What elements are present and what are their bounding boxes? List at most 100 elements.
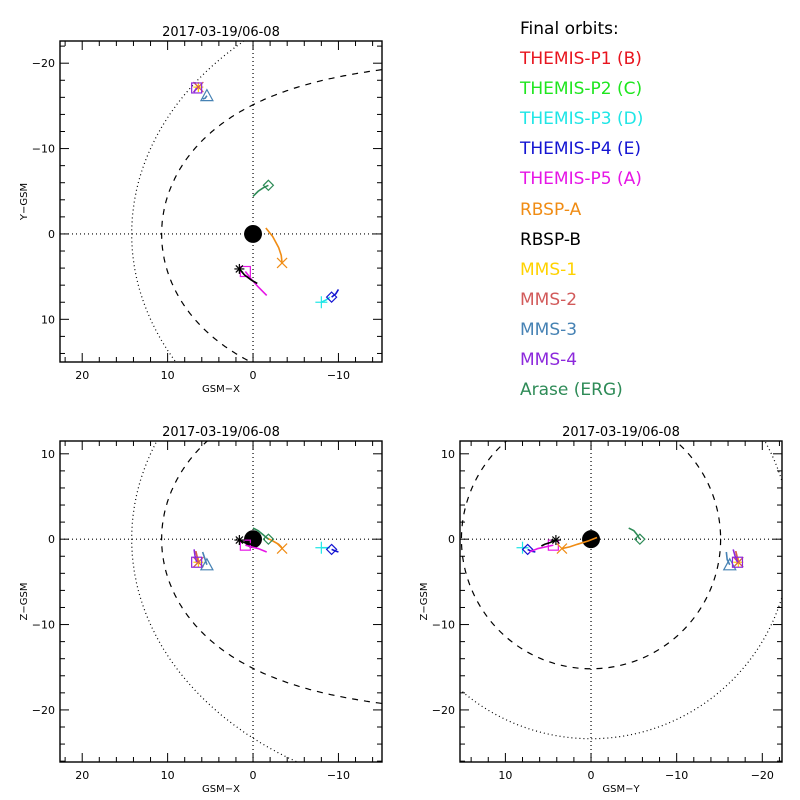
orbit-trail — [239, 539, 258, 547]
y-tick-label: −20 — [32, 57, 55, 70]
magnetopause-curve — [161, 441, 382, 705]
marker-x — [276, 257, 288, 269]
marker-square — [731, 556, 744, 568]
magnetopause-curve — [161, 69, 382, 362]
orbit-trail — [252, 184, 269, 197]
marker-asterisk — [234, 263, 245, 274]
orbit-trail — [732, 549, 739, 563]
panel-xy: 20 10 0 −10 −20 −10 0 10 2017-03-19/06-08 GSM−X Y−… — [19, 25, 383, 395]
earth — [244, 224, 262, 243]
panel-title: 2017-03-19/06-08 — [562, 425, 680, 440]
marker-diamond — [633, 533, 646, 546]
legend-entry: MMS-4 — [520, 350, 578, 371]
y-tick-label: 10 — [41, 448, 55, 461]
y-tick-label: −10 — [32, 619, 55, 632]
orbit-trail — [561, 536, 598, 550]
x-tick-label: 0 — [250, 369, 257, 382]
x-tick-label: −10 — [665, 769, 688, 782]
marker-triangle — [199, 557, 214, 571]
bow-shock-curve — [131, 41, 245, 362]
orbit-trail — [245, 544, 267, 553]
marker-diamond — [325, 291, 338, 303]
marker-x — [732, 556, 744, 568]
panel-yz: 10 0 −10 −20 10 0 −10 −20 2017-03-19/06-08 GSM−Y Z… — [419, 425, 783, 795]
x-axis-label: GSM−Y — [602, 784, 640, 795]
marker-asterisk — [234, 535, 245, 546]
legend-title: Final orbits: — [520, 19, 619, 39]
panel-xz: 20 10 0 −10 10 0 −10 −20 2017-03-19/06-08 GSM−X Z−… — [19, 425, 383, 795]
legend-entry: THEMIS-P1 (B) — [520, 49, 642, 70]
marker-square — [239, 539, 251, 551]
y-tick-label: 0 — [48, 533, 55, 546]
marker-diamond — [521, 543, 534, 556]
marker-plus — [516, 541, 529, 554]
x-tick-label: 20 — [75, 769, 89, 782]
orbit-trail — [331, 548, 339, 553]
y-tick-label: 10 — [41, 313, 55, 326]
legend-entry: MMS-3 — [520, 319, 578, 340]
panel-title: 2017-03-19/06-08 — [162, 25, 280, 40]
x-tick-label: 20 — [75, 369, 89, 382]
orbit-trail — [628, 527, 641, 540]
x-tick-label: 0 — [588, 769, 595, 782]
y-tick-label: 0 — [448, 533, 455, 546]
legend: Final orbits: THEMIS-P1 (B) THEMIS-P2 (C)… — [520, 14, 643, 405]
x-tick-label: 10 — [161, 769, 175, 782]
magnetopause-curve — [460, 441, 722, 670]
plot-area — [460, 441, 782, 762]
axis-ticks — [60, 441, 382, 762]
y-tick-label: −10 — [32, 143, 55, 156]
y-axis-label: Z−GSM — [19, 583, 30, 621]
marker-x — [556, 543, 568, 554]
x-tick-label: 10 — [161, 369, 175, 382]
legend-entry: THEMIS-P5 (A) — [520, 169, 642, 190]
legend-entry: THEMIS-P2 (C) — [520, 79, 643, 100]
orbit-trail — [265, 227, 283, 264]
plot-frame — [59, 440, 383, 763]
orbit-trail — [529, 544, 554, 553]
y-tick-label: 10 — [441, 448, 455, 461]
plot-frame — [459, 440, 783, 763]
legend-entry: THEMIS-P3 (D) — [520, 109, 644, 130]
orbit-trail — [331, 289, 340, 298]
marker-diamond — [262, 533, 275, 546]
marker-triangle — [199, 88, 214, 102]
orbit-trail — [201, 551, 208, 566]
legend-entry: MMS-2 — [520, 289, 578, 310]
legend-entry: RBSP-B — [520, 229, 582, 250]
legend-entry: MMS-1 — [520, 259, 578, 280]
plot-frame — [59, 40, 383, 363]
plot-area — [60, 41, 382, 362]
orbit-trail — [193, 87, 198, 93]
marker-diamond — [325, 543, 338, 556]
legend-entry: THEMIS-P4 (E) — [520, 139, 641, 160]
x-tick-label: 0 — [250, 769, 257, 782]
orbit-trail — [244, 271, 268, 296]
x-tick-label: 10 — [498, 769, 512, 782]
y-axis-label: Z−GSM — [419, 583, 430, 621]
orbit-trail — [202, 95, 208, 100]
x-tick-label: −10 — [327, 769, 350, 782]
orbit-trail — [321, 296, 331, 303]
y-tick-label: 0 — [48, 228, 55, 241]
axis-ticks — [60, 41, 382, 362]
y-tick-label: −10 — [432, 619, 455, 632]
x-tick-label: −10 — [327, 369, 350, 382]
orbit-trail — [725, 551, 731, 566]
marker-square — [191, 82, 203, 94]
axis-ticks — [460, 441, 782, 762]
orbit-trail — [540, 539, 557, 547]
panel-title: 2017-03-19/06-08 — [162, 425, 280, 440]
x-axis-label: GSM−X — [202, 784, 240, 795]
x-axis-label: GSM−X — [202, 384, 240, 395]
plot-area — [60, 441, 382, 762]
legend-entry: RBSP-A — [520, 199, 582, 220]
y-axis-label: Y−GSM — [19, 183, 30, 221]
bow-shock-curve — [131, 441, 299, 762]
y-tick-label: −20 — [32, 704, 55, 717]
marker-plus — [315, 541, 328, 554]
legend-entry: Arase (ERG) — [520, 380, 623, 401]
marker-x — [276, 543, 288, 554]
x-tick-label: −20 — [751, 769, 774, 782]
